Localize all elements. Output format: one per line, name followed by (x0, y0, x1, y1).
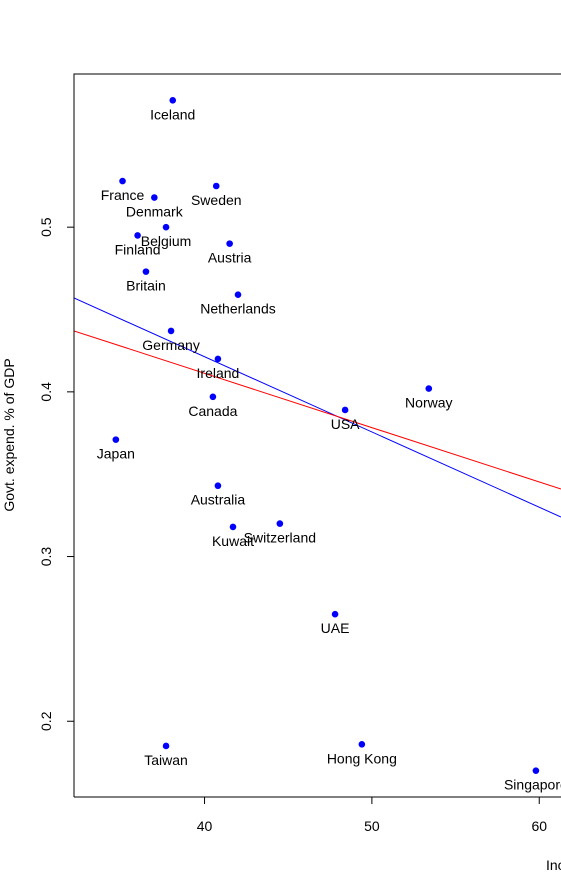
point-label: Austria (208, 250, 252, 266)
point-label: Ireland (197, 365, 240, 381)
data-point (167, 327, 175, 335)
data-point (532, 767, 540, 774)
y-axis-title: Govt. expend. % of GDP (1, 358, 17, 511)
point-label: Canada (188, 403, 237, 419)
data-point (162, 223, 170, 231)
data-point (212, 182, 220, 190)
data-point (214, 482, 222, 490)
data-point (226, 240, 233, 247)
data-point (276, 520, 284, 527)
point-label: Hong Kong (327, 750, 397, 766)
data-point (142, 268, 150, 275)
x-axis-title: Inc (546, 857, 561, 873)
point-label: Taiwan (144, 752, 188, 768)
point-label: Singapore (504, 777, 561, 793)
data-point (331, 610, 339, 618)
point-label: Netherlands (200, 301, 276, 317)
point-label: USA (331, 416, 360, 432)
data-point (209, 393, 217, 401)
data-point (134, 232, 141, 239)
point-label: Iceland (150, 106, 195, 122)
x-tick-label: 50 (364, 818, 380, 834)
point-label: Norway (405, 395, 452, 411)
point-label: Finland (115, 241, 161, 257)
point-label: Denmark (126, 204, 184, 220)
y-tick-label: 0.2 (38, 711, 54, 731)
plot-frame (73, 73, 561, 797)
data-point (358, 740, 366, 748)
point-label: Germany (142, 337, 200, 353)
point-label: France (101, 187, 145, 203)
data-point (214, 355, 222, 363)
data-point (119, 177, 126, 185)
data-point (112, 436, 120, 443)
point-label: Kuwait (212, 533, 254, 549)
point-label: Belgium (141, 233, 192, 249)
x-tick-label: 40 (197, 818, 213, 834)
y-tick-label: 0.5 (38, 217, 54, 237)
data-point (341, 406, 349, 414)
axes: 40 50 60 0.2 0.3 0.4 0.5 (38, 73, 561, 834)
fit-line-2 (74, 330, 561, 490)
regression-lines (74, 297, 561, 518)
y-tick-label: 0.4 (38, 382, 54, 402)
x-tick-label: 60 (531, 818, 547, 834)
point-label: Australia (191, 492, 246, 508)
point-label: Switzerland (244, 530, 316, 546)
point-label: UAE (321, 620, 350, 636)
data-point (425, 385, 433, 392)
fit-line-1 (74, 297, 561, 518)
data-point (151, 194, 158, 201)
data-point (162, 742, 170, 750)
data-points (112, 97, 540, 774)
y-tick-label: 0.3 (38, 547, 54, 567)
data-point (234, 291, 242, 298)
point-label: Sweden (191, 192, 242, 208)
data-point (229, 523, 237, 531)
point-label: Japan (97, 446, 135, 462)
point-label: Britain (126, 278, 166, 294)
data-point (169, 97, 177, 104)
